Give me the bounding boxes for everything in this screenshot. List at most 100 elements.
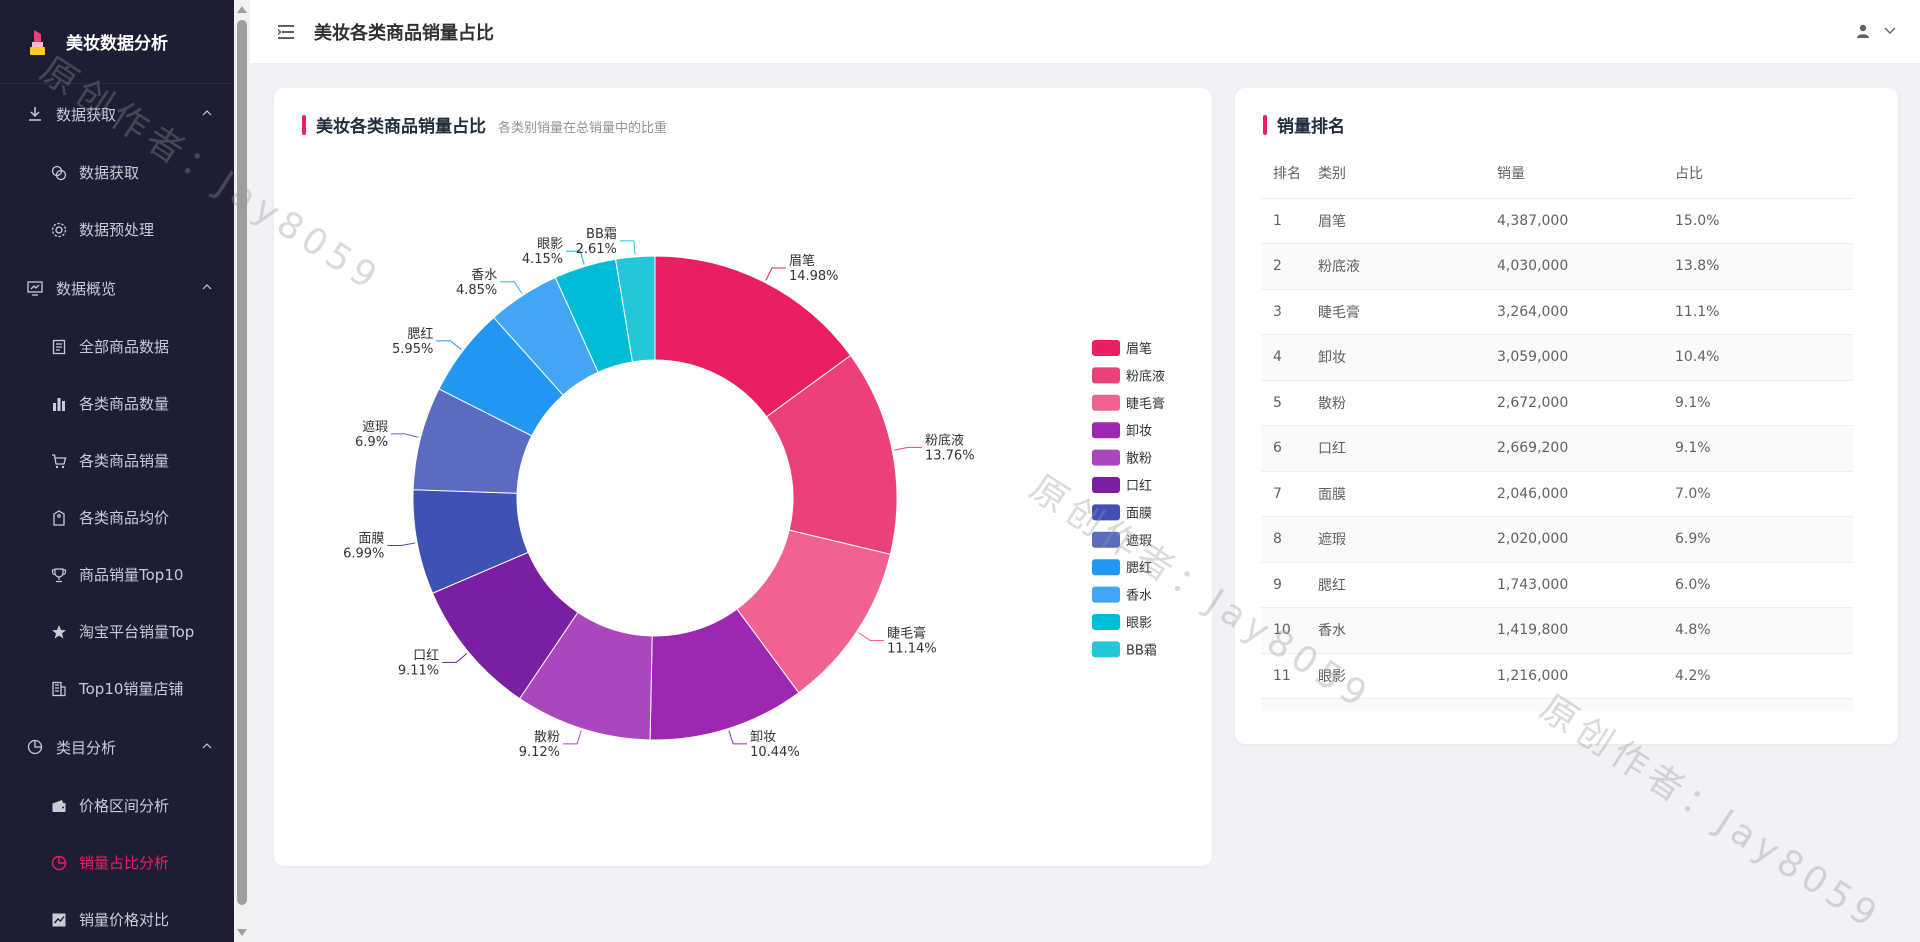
slice-label-name: 口红 [413, 647, 439, 663]
app-title: 美妆数据分析 [66, 34, 168, 54]
legend-swatch[interactable] [1092, 477, 1120, 493]
legend-label[interactable]: 腮红 [1126, 560, 1152, 576]
database-icon [50, 164, 68, 182]
document-icon [50, 338, 68, 356]
legend-label[interactable]: 散粉 [1126, 452, 1152, 467]
ranking-table-scroll[interactable]: 排名 类别 销量 占比 1 眉笔 4,387,000 15.0% 2 粉底液 4,030,0… [1261, 148, 1853, 711]
slice-label-percent: 9.11% [398, 663, 439, 678]
slice-label-percent: 5.95% [392, 342, 433, 357]
legend-swatch[interactable] [1092, 422, 1120, 439]
legend-swatch[interactable] [1092, 449, 1120, 466]
user-menu[interactable] [1856, 24, 1896, 38]
sidebar-scrollbar[interactable] [234, 0, 250, 942]
sidebar-item-data-acquisition[interactable]: 数据获取 [0, 144, 234, 201]
sidebar-item-sales-price-compare[interactable]: 销量价格对比 [0, 891, 234, 942]
label-leader-line [442, 653, 468, 663]
slice-label-name: 散粉 [534, 730, 560, 745]
legend-label[interactable]: 睫毛膏 [1126, 396, 1165, 412]
brand[interactable]: 美妆数据分析 [0, 0, 234, 84]
wallet-icon [50, 797, 68, 815]
sidebar-item-label: 各类商品销量 [79, 452, 170, 470]
slice-label-percent: 13.76% [925, 448, 975, 463]
cell-rank: 3 [1261, 289, 1318, 335]
sales-share-chart-card: 美妆各类商品销量占比 各类别销量在总销量中的比重 眉笔 14.98% 粉底液 13.7… [274, 88, 1212, 866]
sidebar-item-top10-products[interactable]: 商品销量Top10 [0, 546, 234, 603]
sidebar-item-sales-share[interactable]: 销量占比分析 [0, 834, 234, 891]
scroll-down-arrow-icon[interactable] [237, 929, 247, 936]
sales-share-donut-chart[interactable]: 眉笔14.98%粉底液13.76%睫毛膏11.14%卸妆10.44%散粉9.12… [274, 88, 1212, 866]
legend-swatch[interactable] [1092, 614, 1120, 630]
slice-label-name: BB霜 [586, 227, 617, 242]
table-header-row: 排名 类别 销量 占比 [1261, 148, 1853, 199]
table-row: 2 粉底液 4,030,000 13.8% [1261, 243, 1853, 290]
sidebar-item-category-sales[interactable]: 各类商品销量 [0, 432, 234, 489]
price-tag-icon [50, 509, 68, 527]
chevron-down-icon [1884, 27, 1896, 34]
slice-label-percent: 4.15% [522, 252, 563, 267]
sales-ranking-card: 销量排名 排名 类别 销量 占比 1 眉笔 4,387,000 15.0% 2 粉底液 4,… [1235, 88, 1898, 744]
nav-group-data-acquisition[interactable]: 数据获取 [0, 84, 234, 144]
legend-swatch[interactable] [1092, 340, 1120, 356]
label-leader-line [436, 340, 462, 350]
legend-swatch[interactable] [1092, 641, 1120, 658]
user-avatar-icon [1857, 24, 1869, 38]
slice-label-name: 香水 [471, 268, 497, 283]
scroll-up-arrow-icon[interactable] [237, 6, 247, 13]
accent-bar [1263, 114, 1267, 135]
legend-label[interactable]: 面膜 [1126, 506, 1152, 521]
nav-group-data-overview[interactable]: 数据概览 [0, 258, 234, 318]
label-leader-line [500, 281, 523, 294]
sidebar-item-all-products[interactable]: 全部商品数据 [0, 318, 234, 375]
slice-label-name: 睫毛膏 [887, 625, 926, 641]
sidebar-item-label: 淘宝平台销量Top [79, 623, 195, 641]
cell-rank: 9 [1261, 562, 1318, 608]
cell-rank: 1 [1261, 198, 1318, 244]
ranking-table: 排名 类别 销量 占比 1 眉笔 4,387,000 15.0% 2 粉底液 4,030,0… [1261, 148, 1853, 711]
legend-label[interactable]: 遮瑕 [1126, 533, 1152, 549]
sidebar-item-category-count[interactable]: 各类商品数量 [0, 375, 234, 432]
table-row: 12BB霜763,4542.6% [1261, 698, 1853, 711]
sidebar-item-label: Top10销量店铺 [79, 680, 184, 698]
ranking-card-header: 销量排名 [1263, 112, 1345, 137]
sidebar-item-category-price[interactable]: 各类商品均价 [0, 489, 234, 546]
download-icon [26, 105, 44, 123]
legend-label[interactable]: 口红 [1126, 478, 1152, 494]
sidebar-item-price-range[interactable]: 价格区间分析 [0, 777, 234, 834]
pie-slice[interactable] [614, 255, 656, 363]
legend-label[interactable]: 香水 [1126, 589, 1152, 604]
legend-label[interactable]: 眉笔 [1126, 341, 1152, 357]
cell-rank: 6 [1261, 425, 1318, 472]
scroll-thumb[interactable] [237, 20, 247, 905]
legend-label[interactable]: 粉底液 [1126, 368, 1165, 384]
cell-category: 腮红 [1318, 562, 1497, 608]
table-row: 10 香水 1,419,800 4.8% [1261, 607, 1853, 654]
slice-label-percent: 10.44% [750, 745, 800, 760]
cell-category: 眉笔 [1318, 198, 1497, 244]
slice-label-percent: 6.99% [343, 546, 384, 561]
legend-swatch[interactable] [1092, 394, 1120, 411]
label-leader-line [566, 250, 585, 265]
legend-swatch[interactable] [1092, 504, 1120, 521]
sidebar-item-preprocessing[interactable]: 数据预处理 [0, 201, 234, 258]
legend-label[interactable]: 眼影 [1126, 616, 1152, 631]
legend-swatch[interactable] [1092, 559, 1120, 576]
label-leader-line [894, 446, 922, 451]
sidebar-item-taobao-top[interactable]: 淘宝平台销量Top [0, 603, 234, 660]
cell-share: 9.1% [1675, 380, 1853, 426]
sidebar-item-top10-shops[interactable]: Top10销量店铺 [0, 660, 234, 717]
legend-swatch[interactable] [1092, 367, 1120, 384]
cell-rank: 2 [1261, 243, 1318, 290]
legend-swatch[interactable] [1092, 531, 1120, 548]
legend-label[interactable]: BB霜 [1126, 643, 1157, 658]
cell-sales: 763,454 [1497, 698, 1675, 711]
table-row: 9 腮红 1,743,000 6.0% [1261, 562, 1853, 608]
legend-label[interactable]: 卸妆 [1126, 423, 1152, 439]
cell-share: 4.8% [1675, 607, 1853, 654]
cell-category: 粉底液 [1318, 243, 1497, 290]
nav-group-category-analysis[interactable]: 类目分析 [0, 717, 234, 777]
line-chart-icon [50, 911, 68, 929]
menu-toggle-button[interactable] [276, 23, 296, 41]
legend-swatch[interactable] [1092, 586, 1120, 603]
label-leader-line [858, 632, 885, 641]
nav-group-label: 数据概览 [56, 279, 117, 298]
